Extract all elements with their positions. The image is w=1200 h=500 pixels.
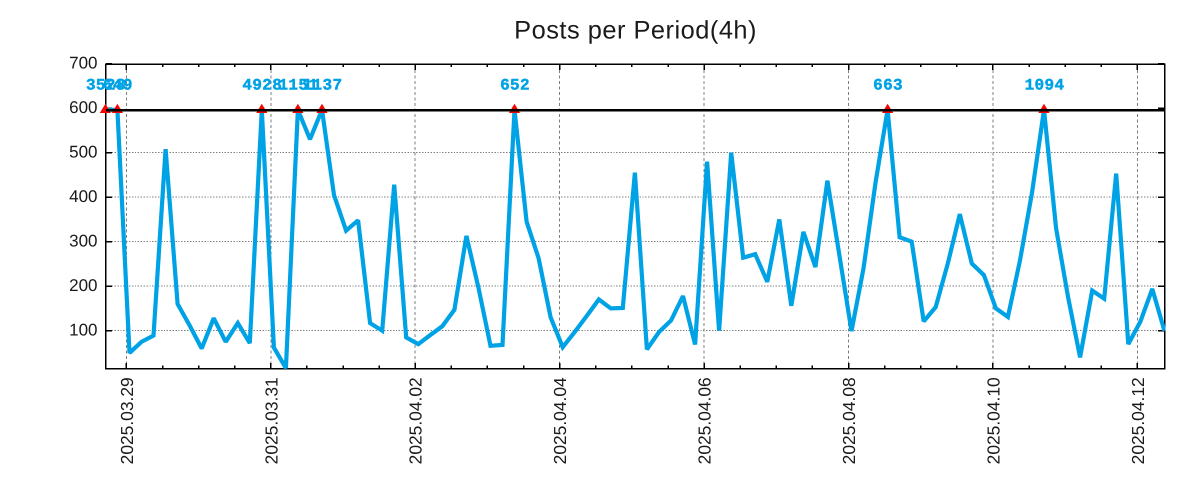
svg-text:4928: 4928: [242, 76, 282, 94]
svg-text:2025.04.02: 2025.04.02: [406, 377, 426, 464]
svg-text:500: 500: [69, 143, 97, 162]
svg-text:100: 100: [69, 321, 97, 340]
svg-text:663: 663: [873, 76, 903, 94]
svg-text:400: 400: [69, 187, 97, 206]
svg-text:700: 700: [69, 54, 97, 73]
svg-text:1137: 1137: [303, 76, 343, 94]
svg-text:3528: 3528: [86, 76, 126, 94]
svg-text:Posts per Period(4h): Posts per Period(4h): [514, 16, 757, 44]
svg-text:2025.04.04: 2025.04.04: [550, 377, 570, 464]
svg-text:2025.04.10: 2025.04.10: [983, 377, 1003, 464]
svg-text:652: 652: [500, 76, 530, 94]
svg-text:1094: 1094: [1025, 76, 1065, 94]
svg-text:2025.04.08: 2025.04.08: [839, 377, 859, 464]
svg-text:2025.04.06: 2025.04.06: [695, 377, 715, 464]
svg-text:300: 300: [69, 232, 97, 251]
svg-text:649: 649: [103, 76, 133, 94]
svg-text:200: 200: [69, 276, 97, 295]
svg-text:2025.03.31: 2025.03.31: [261, 377, 281, 464]
svg-text:600: 600: [69, 98, 97, 117]
svg-text:1151: 1151: [278, 76, 318, 94]
svg-text:2025.03.29: 2025.03.29: [117, 377, 137, 464]
svg-text:2025.04.12: 2025.04.12: [1128, 377, 1148, 464]
